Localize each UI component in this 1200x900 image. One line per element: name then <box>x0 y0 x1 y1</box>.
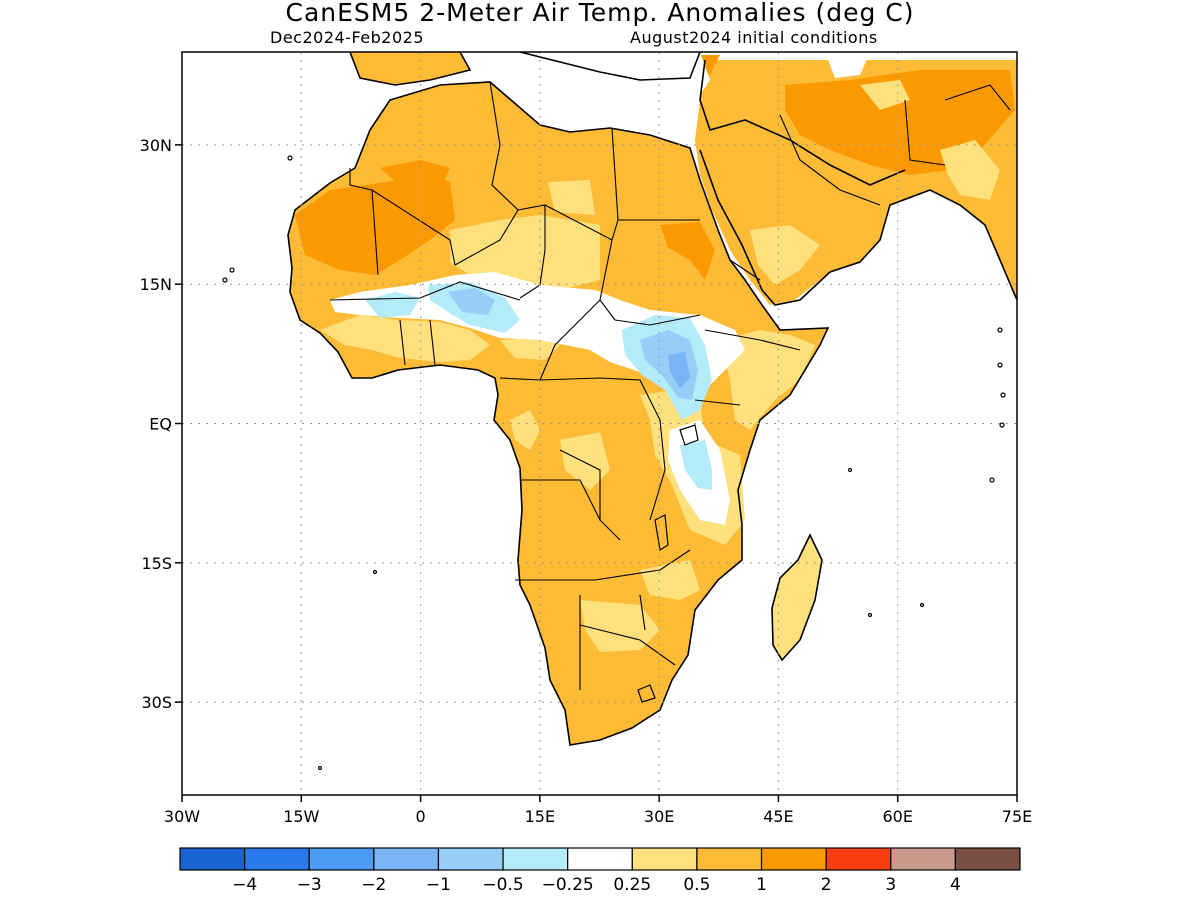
country-borders <box>329 81 1011 690</box>
anomaly-minus-1 <box>668 352 690 388</box>
coastlines <box>287 52 1017 746</box>
colorbar-label: −3 <box>297 875 322 895</box>
lat-tick-label: 15S <box>141 554 172 573</box>
grid-lines <box>182 52 1017 795</box>
colorbar-label: 0.5 <box>683 875 710 895</box>
forecast-period: Dec2024-Feb2025 <box>270 28 424 47</box>
colorbar-swatch <box>631 847 698 871</box>
colorbar-label: 0.25 <box>613 875 651 895</box>
anomaly-0.25-to-0.5 <box>320 80 1000 652</box>
lat-tick-label: 30S <box>141 693 172 712</box>
colorbar-swatch <box>244 847 310 871</box>
colorbar-swatch <box>502 847 569 871</box>
colorbar-swatch <box>954 847 1021 871</box>
lon-tick-label: 75E <box>1002 807 1032 826</box>
lat-tick-label: 30N <box>140 136 172 155</box>
colorbar-label: −4 <box>232 875 257 895</box>
colorbar-swatch <box>179 847 246 871</box>
colorbar-label: −0.25 <box>542 875 594 895</box>
lon-tick-label: 0 <box>415 807 425 826</box>
madagascar <box>772 535 822 660</box>
lon-tick-label: 15W <box>283 807 319 826</box>
map-title: CanESM5 2-Meter Air Temp. Anomalies (deg… <box>285 0 915 27</box>
colorbar-swatch <box>760 847 827 871</box>
lat-tick-label: 15N <box>140 275 172 294</box>
latitude-axis: 30N 15N EQ 15S 30S <box>140 136 182 712</box>
colorbar-swatch <box>437 847 504 871</box>
colorbar-label: 3 <box>885 875 896 895</box>
colorbar-label: 1 <box>756 875 767 895</box>
lat-tick-label: EQ <box>149 415 172 434</box>
colorbar-label: −0.5 <box>482 875 523 895</box>
anomaly-field <box>222 52 1017 771</box>
initial-conditions: August2024 initial conditions <box>630 28 878 47</box>
colorbar-swatch <box>308 847 375 871</box>
colorbar-label: −2 <box>361 875 386 895</box>
colorbar-label: 4 <box>950 875 961 895</box>
colorbar-swatch <box>825 847 892 871</box>
colorbar-label: −1 <box>426 875 451 895</box>
colorbar-swatch <box>890 847 956 871</box>
lon-tick-label: 60E <box>882 807 912 826</box>
colorbar-label: 2 <box>821 875 832 895</box>
lon-tick-label: 30W <box>164 807 200 826</box>
lakes-islands <box>222 155 1006 771</box>
longitude-axis: 30W 15W 0 15E 30E 45E 60E 75E <box>164 795 1032 826</box>
colorbar-swatch <box>567 847 633 871</box>
colorbar-swatch <box>696 847 763 871</box>
colorbar-swatch <box>373 847 440 871</box>
lon-tick-label: 15E <box>525 807 555 826</box>
lon-tick-label: 30E <box>644 807 674 826</box>
color-legend: −4 −3 −2 −1 −0.5 −0.25 0.25 0.5 1 2 3 4 <box>179 847 1021 895</box>
lon-tick-label: 45E <box>763 807 793 826</box>
